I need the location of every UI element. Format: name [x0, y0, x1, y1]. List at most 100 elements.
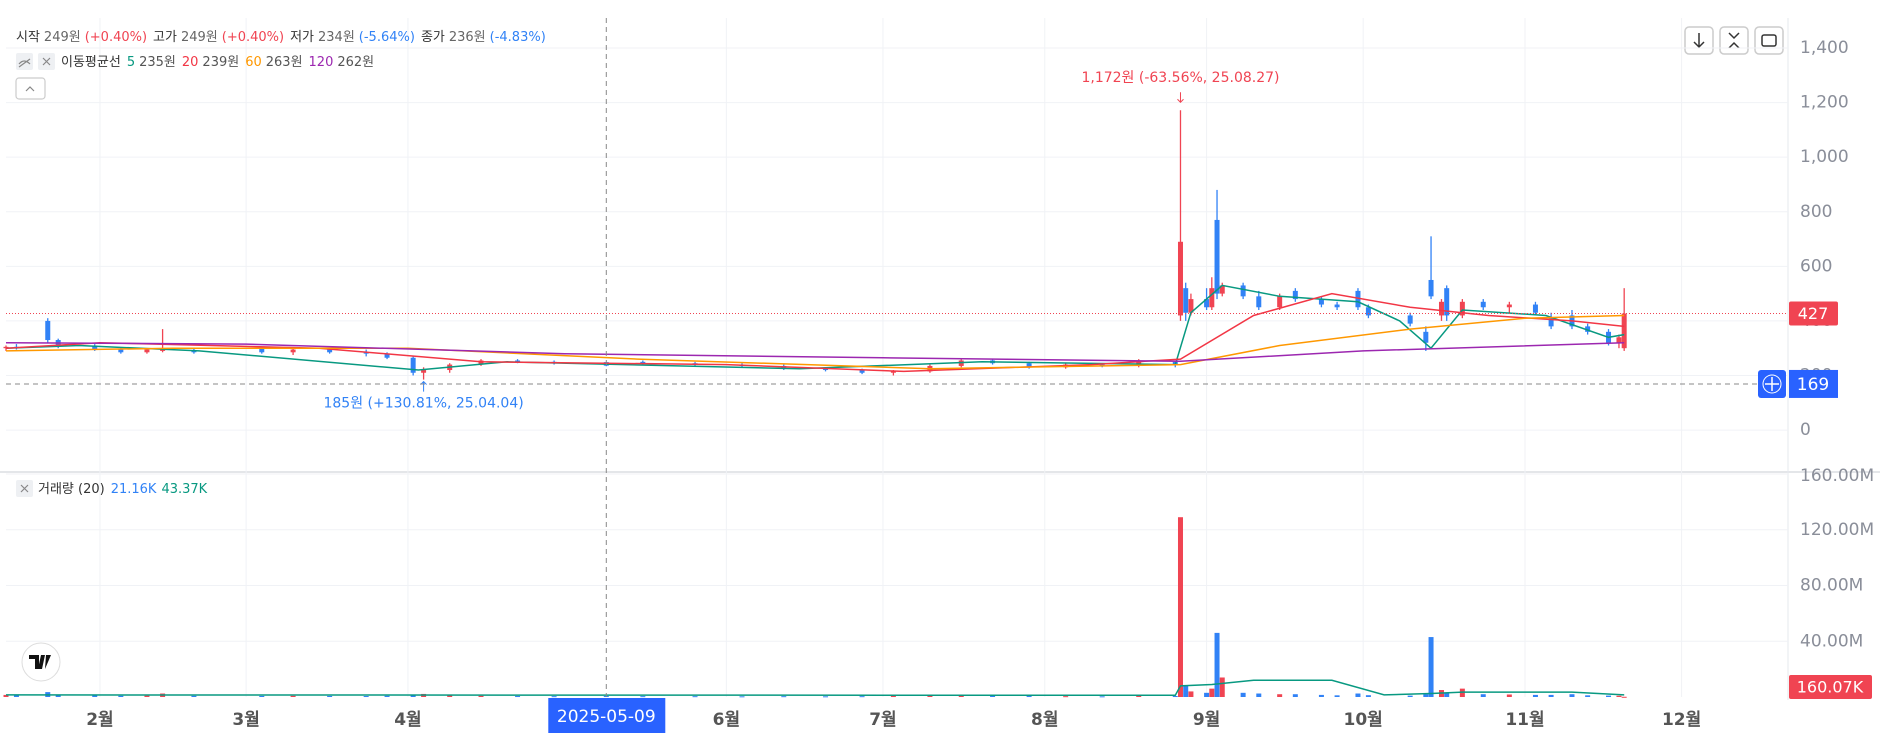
volume-tick-label: 40.00M — [1800, 631, 1863, 651]
volume-bar — [739, 696, 745, 698]
ma-value: 239원 — [202, 55, 239, 70]
candle-body — [1204, 299, 1210, 308]
ma-legend: 이동평균선 5 235원 20 239원 60 263원 120 262원 — [61, 55, 374, 70]
candle-body — [144, 349, 150, 353]
candle-body — [1209, 288, 1215, 308]
volume-bar — [1444, 692, 1450, 697]
volume-bar — [92, 695, 98, 697]
ma-name: 5 — [127, 55, 135, 70]
candle-body — [45, 320, 51, 341]
volume-bar — [781, 696, 787, 698]
y-tick-label: 1,200 — [1800, 93, 1849, 113]
reset-button[interactable] — [1754, 26, 1784, 55]
candle-body — [290, 349, 296, 353]
volume-bar — [447, 695, 453, 697]
volume-bar — [1365, 695, 1371, 697]
x-tick-label: 11월 — [1505, 710, 1544, 730]
candle-body — [1219, 285, 1225, 294]
volume-bar — [144, 695, 150, 697]
candle-body — [1183, 288, 1189, 313]
add-icon — [1765, 376, 1779, 391]
last-volume-box — [1789, 675, 1872, 699]
candle-body — [1585, 326, 1591, 332]
ma-value: 235원 — [139, 55, 176, 70]
volume-bar — [259, 695, 265, 697]
candle-body — [1026, 363, 1032, 368]
volume-bar — [1569, 694, 1575, 697]
candle-body — [1292, 290, 1298, 300]
ohlc-change: (+0.40%) — [222, 30, 284, 45]
ohlc-change: (-4.83%) — [490, 30, 546, 45]
x-tick-label: 6월 — [713, 710, 740, 730]
volume-bar — [1214, 632, 1220, 697]
x-tick-label: 8월 — [1031, 710, 1058, 730]
candle-body — [1334, 304, 1340, 308]
volume-bar — [1506, 694, 1512, 697]
volume-bar — [13, 695, 19, 697]
moving-average-line — [5, 314, 1625, 370]
volume-bar — [290, 695, 296, 697]
y-tick-label: 1,400 — [1800, 38, 1849, 58]
candle-body — [1480, 301, 1486, 308]
icon — [18, 58, 31, 68]
volume-bar — [1606, 695, 1612, 697]
icon — [20, 484, 29, 493]
candle-body — [259, 348, 265, 353]
x-tick-label: 4월 — [394, 710, 421, 730]
candle-body — [1548, 318, 1554, 327]
volume-bar — [1183, 685, 1189, 697]
volume-bar — [1292, 694, 1298, 697]
candle-body — [1240, 285, 1246, 297]
x-tick-label: 12월 — [1662, 710, 1701, 730]
candle-body — [1214, 219, 1220, 294]
candle-body — [890, 371, 896, 373]
volume-bar — [1334, 695, 1340, 697]
x-tick-label: 2월 — [86, 710, 113, 730]
volume-bar — [1188, 691, 1194, 697]
icon — [42, 57, 51, 66]
ma-name: 20 — [182, 55, 199, 70]
x-tick-label: 7월 — [869, 710, 896, 730]
candle-body — [1407, 315, 1413, 324]
last-price-label: 427 — [1798, 304, 1829, 323]
volume-bar — [1616, 695, 1622, 697]
x-tick-label: 3월 — [232, 710, 259, 730]
candle-body — [640, 361, 646, 364]
volume-bar — [1277, 694, 1283, 697]
grid — [6, 18, 1788, 697]
volume-bar — [692, 696, 698, 698]
volume-bar — [1204, 692, 1210, 697]
volume-bar — [363, 696, 369, 698]
collapse-legend-button[interactable] — [15, 77, 46, 100]
volume-bar — [1428, 637, 1434, 697]
volume-legend-title: 거래량 (20) — [38, 482, 105, 497]
ma-value: 262원 — [337, 55, 374, 70]
volume-tick-label: 120.00M — [1800, 520, 1874, 540]
y-tick-label: 1,000 — [1800, 147, 1849, 167]
crosshair-date-box — [548, 698, 666, 733]
volume-bar — [1063, 696, 1069, 698]
volume-bar — [1256, 693, 1262, 697]
volume-bar — [551, 696, 557, 698]
ohlc-value: 249원 — [44, 30, 81, 45]
volume-ma-line — [5, 679, 1625, 697]
volume-bar — [1177, 517, 1183, 697]
volume-legend-value: 21.16K — [111, 482, 157, 497]
crosshair-price-box — [1789, 369, 1838, 398]
volume-bar — [1585, 695, 1591, 697]
tv-logo — [21, 642, 61, 682]
volume-bar — [3, 694, 9, 697]
candle-body — [1355, 290, 1361, 308]
collapse-button[interactable] — [1719, 26, 1749, 55]
moving-average-line — [5, 292, 1625, 373]
ohlc-value: 249원 — [181, 30, 218, 45]
candle-body — [515, 360, 521, 362]
candle-body — [191, 350, 197, 353]
candle-body — [1365, 307, 1371, 316]
volume-bar — [1099, 696, 1105, 698]
candle-body — [823, 368, 829, 371]
volume-bar — [1318, 694, 1324, 697]
scroll-button[interactable] — [1684, 26, 1714, 55]
volume-legend: 거래량 (20) 21.16K 43.37K — [38, 482, 208, 497]
volume-bar — [1355, 693, 1361, 697]
